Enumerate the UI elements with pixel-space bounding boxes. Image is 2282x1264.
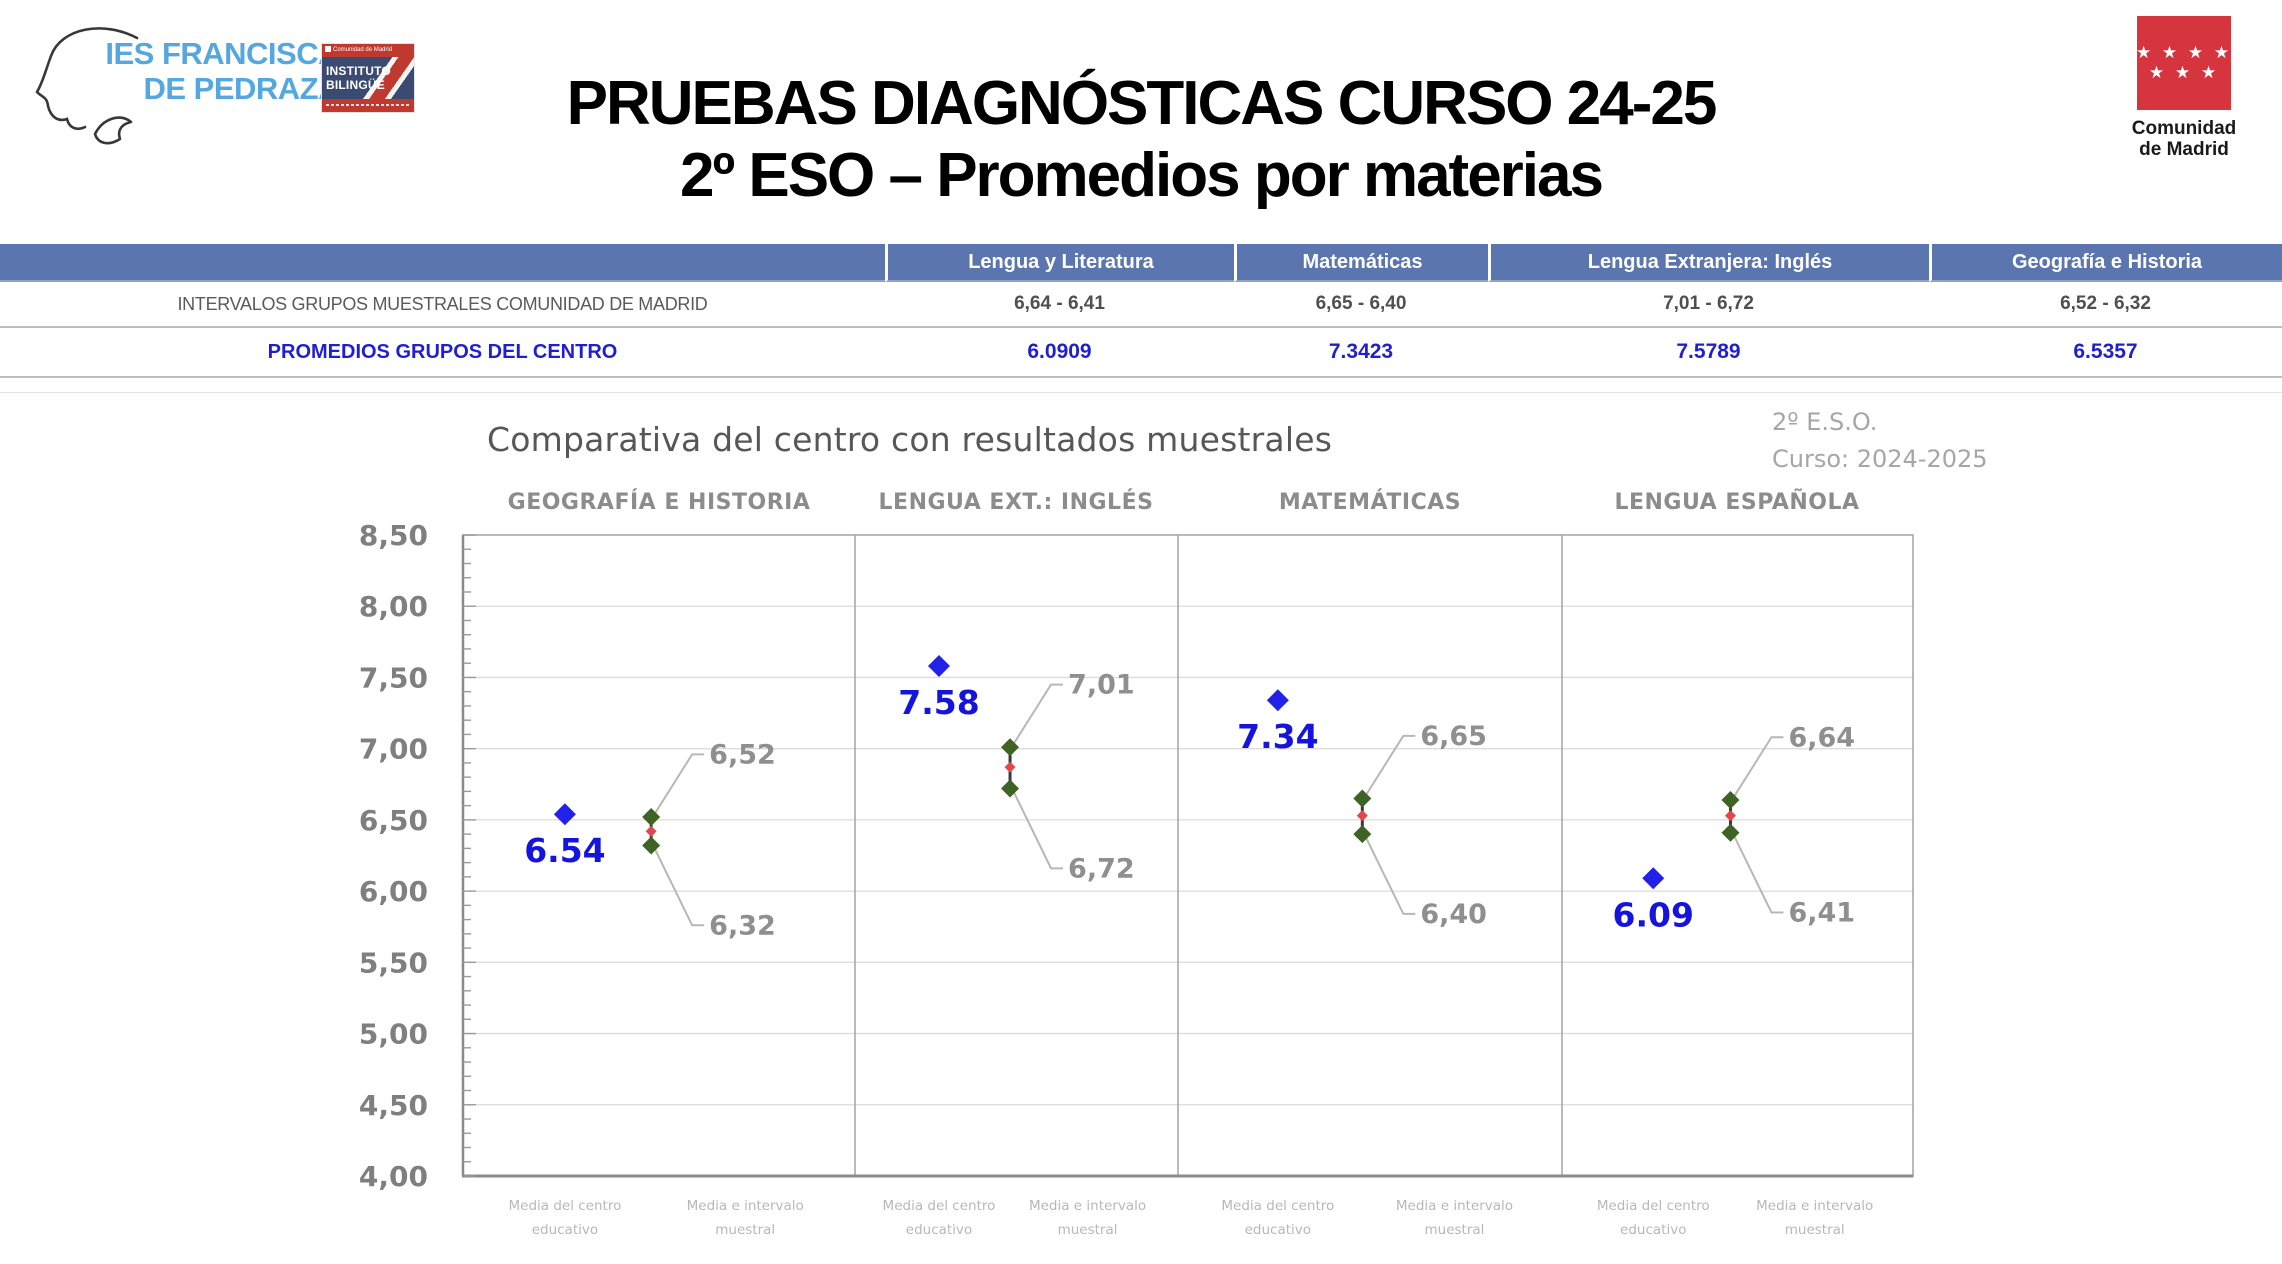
- divider: [0, 392, 2282, 393]
- svg-text:Media e intervalo: Media e intervalo: [1396, 1198, 1513, 1214]
- svg-text:6,00: 6,00: [359, 875, 428, 908]
- badge-title-line2: BILINGÜE: [326, 78, 385, 92]
- value-cell: 6.5357: [1929, 328, 2282, 376]
- badge-header: Comunidad de Madrid: [322, 44, 414, 57]
- badge-title-line1: INSTITUTO: [326, 64, 391, 78]
- header-cell-matematicas: Matemáticas: [1234, 244, 1488, 282]
- svg-text:7.58: 7.58: [898, 683, 979, 722]
- svg-text:educativo: educativo: [1245, 1222, 1311, 1238]
- madrid-name-line1: Comunidad: [2131, 118, 2237, 139]
- badge-header-label: Comunidad de Madrid: [333, 47, 393, 53]
- comparison-chart-svg: 8,50 8,00 7,50 7,00 6,50 6,00 5,50 5,00 4,50 4,00…: [359, 519, 1914, 1238]
- svg-text:4,00: 4,00: [359, 1160, 428, 1193]
- svg-text:7,50: 7,50: [359, 661, 428, 694]
- svg-text:Media e intervalo: Media e intervalo: [1029, 1198, 1146, 1214]
- value-cell: 7.3423: [1234, 328, 1488, 376]
- svg-text:Media del centro: Media del centro: [1221, 1198, 1334, 1214]
- svg-text:6,72: 6,72: [1068, 853, 1135, 884]
- svg-text:muestral: muestral: [1425, 1222, 1485, 1238]
- svg-text:Media del centro: Media del centro: [883, 1198, 996, 1214]
- school-name: IES FRANCISCA DE PEDRAZA: [95, 36, 340, 106]
- header-cell-geografia: Geografía e Historia: [1929, 244, 2282, 282]
- svg-text:8,50: 8,50: [359, 519, 428, 552]
- table-row: PROMEDIOS GRUPOS DEL CENTRO 6.0909 7.342…: [0, 328, 2282, 378]
- page-title-line1: PRUEBAS DIAGNÓSTICAS CURSO 24-25: [566, 69, 1718, 138]
- school-name-line2: DE PEDRAZA: [143, 71, 340, 106]
- table-header-row: Lengua y Literatura Matemáticas Lengua E…: [0, 244, 2282, 282]
- badge-footer: [322, 99, 414, 112]
- svg-text:educativo: educativo: [906, 1222, 972, 1238]
- face-sketch-icon: [35, 27, 139, 145]
- svg-text:muestral: muestral: [1058, 1222, 1118, 1238]
- svg-text:6,52: 6,52: [709, 739, 776, 770]
- page-title-line2: 2º ESO – Promedios por materias: [679, 141, 1604, 210]
- table-row: INTERVALOS GRUPOS MUESTRALES COMUNIDAD D…: [0, 282, 2282, 328]
- header-cell-lengua: Lengua y Literatura: [885, 244, 1234, 282]
- row-label: PROMEDIOS GRUPOS DEL CENTRO: [0, 328, 885, 376]
- chart-title: Comparativa del centro con resultados mu…: [487, 420, 1333, 459]
- panel-title-lengua: LENGUA ESPAÑOLA: [1614, 490, 1860, 515]
- school-name-line1: IES FRANCISCA: [105, 36, 340, 71]
- value-cell: 7.5789: [1488, 328, 1929, 376]
- svg-text:Media e intervalo: Media e intervalo: [687, 1198, 804, 1214]
- svg-text:4,50: 4,50: [359, 1089, 428, 1122]
- svg-text:educativo: educativo: [1620, 1222, 1686, 1238]
- badge-flag-icon: [325, 46, 331, 53]
- header-cell-empty: [0, 244, 885, 282]
- value-cell: 6,65 - 6,40: [1234, 282, 1488, 326]
- chart-annotation-grade: 2º E.S.O.: [1772, 408, 1878, 436]
- madrid-logo: ★ ★ ★ ★ ★ ★ ★ Comunidad de Madrid: [2126, 16, 2242, 160]
- svg-text:5,00: 5,00: [359, 1018, 428, 1051]
- svg-text:Media e intervalo: Media e intervalo: [1756, 1198, 1873, 1214]
- svg-text:6,32: 6,32: [709, 910, 776, 941]
- madrid-flag: ★ ★ ★ ★ ★ ★ ★: [2135, 16, 2233, 110]
- svg-text:6,65: 6,65: [1420, 721, 1487, 752]
- school-logo: IES FRANCISCA DE PEDRAZA Comunidad de Ma…: [25, 14, 425, 149]
- madrid-stars: ★ ★ ★: [2148, 63, 2220, 82]
- svg-text:6,40: 6,40: [1420, 899, 1487, 930]
- svg-text:6,50: 6,50: [359, 804, 428, 837]
- svg-text:5,50: 5,50: [359, 946, 428, 979]
- svg-text:muestral: muestral: [1785, 1222, 1845, 1238]
- madrid-name-line2: de Madrid: [2139, 139, 2229, 160]
- value-cell: 6.0909: [885, 328, 1234, 376]
- panel-title-geografia: GEOGRAFÍA E HISTORIA: [507, 490, 811, 515]
- subjects-table: Lengua y Literatura Matemáticas Lengua E…: [0, 244, 2282, 378]
- value-cell: 7,01 - 6,72: [1488, 282, 1929, 326]
- svg-text:6,41: 6,41: [1788, 897, 1855, 928]
- page-title: PRUEBAS DIAGNÓSTICAS CURSO 24-25 2º ESO …: [0, 70, 2282, 210]
- chart-annotation-course: Curso: 2024-2025: [1772, 445, 1988, 473]
- svg-text:7.34: 7.34: [1237, 717, 1318, 756]
- svg-text:educativo: educativo: [532, 1222, 598, 1238]
- svg-text:Media del centro: Media del centro: [508, 1198, 621, 1214]
- value-cell: 6,64 - 6,41: [885, 282, 1234, 326]
- madrid-stars: ★ ★ ★ ★: [2135, 43, 2233, 62]
- svg-text:6.09: 6.09: [1613, 895, 1694, 934]
- svg-text:8,00: 8,00: [359, 590, 428, 623]
- panel-title-matematicas: MATEMÁTICAS: [1278, 490, 1462, 515]
- svg-text:6,64: 6,64: [1788, 722, 1855, 753]
- badge-title: INSTITUTO BILINGÜE: [322, 57, 414, 99]
- header-cell-ingles: Lengua Extranjera: Inglés: [1488, 244, 1929, 282]
- row-label: INTERVALOS GRUPOS MUESTRALES COMUNIDAD D…: [0, 282, 885, 326]
- svg-text:7,01: 7,01: [1068, 670, 1135, 701]
- madrid-logo-name: Comunidad de Madrid: [2126, 118, 2242, 160]
- svg-text:muestral: muestral: [715, 1222, 775, 1238]
- svg-text:Media del centro: Media del centro: [1597, 1198, 1710, 1214]
- bilingual-badge: Comunidad de Madrid INSTITUTO BILINGÜE: [322, 44, 414, 112]
- chart-annotation: 2º E.S.O. Curso: 2024-2025: [1772, 404, 1988, 478]
- value-cell: 6,52 - 6,32: [1929, 282, 2282, 326]
- panel-title-ingles: LENGUA EXT.: INGLÉS: [878, 490, 1154, 515]
- svg-text:7,00: 7,00: [359, 733, 428, 766]
- svg-text:6.54: 6.54: [524, 831, 605, 870]
